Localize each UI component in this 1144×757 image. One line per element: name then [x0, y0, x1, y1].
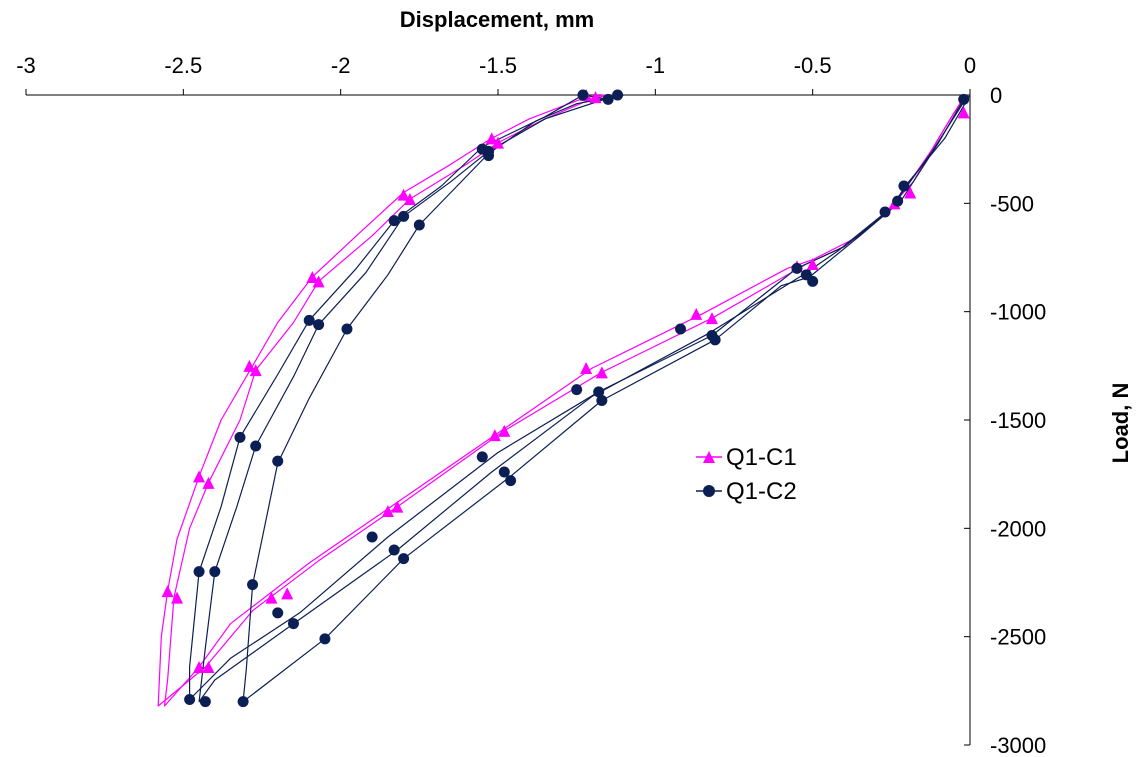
- x-tick-label: -1.5: [479, 53, 517, 78]
- data-point-q1-c1-triangle: [243, 359, 256, 372]
- data-point-q1-c2-circle: [498, 466, 510, 478]
- data-point-q1-c1-triangle: [485, 132, 498, 145]
- data-point-q1-c2-circle: [287, 618, 299, 630]
- data-point-q1-c2-circle: [958, 93, 970, 105]
- data-point-q1-c2-circle: [800, 269, 812, 281]
- y-tick-label: 0: [990, 83, 1002, 108]
- data-point-q1-c2-circle: [398, 553, 410, 565]
- data-point-q1-c1-triangle: [306, 271, 319, 283]
- data-point-q1-c2-circle: [398, 210, 410, 222]
- data-point-q1-c1-triangle: [161, 585, 174, 598]
- data-point-q1-c1-triangle: [488, 429, 501, 442]
- data-point-q1-c2-circle: [388, 215, 400, 227]
- data-point-q1-c2-circle: [388, 544, 400, 556]
- data-point-q1-c1-triangle: [281, 587, 294, 600]
- data-point-q1-c2-circle: [879, 206, 891, 218]
- data-point-q1-c1-triangle: [193, 470, 206, 483]
- data-point-q1-c1-triangle: [391, 500, 404, 513]
- series-line-q1-c1-loop-1: [163, 94, 971, 707]
- series-markers: [161, 89, 970, 708]
- y-tick-label: -1500: [990, 408, 1046, 433]
- y-axis-ticks: 0 -500 -1000 -1500 -2000 -2500 -3000: [964, 83, 1046, 757]
- data-point-q1-c2-circle: [247, 579, 259, 591]
- data-point-q1-c1-triangle: [202, 476, 215, 489]
- x-tick-label: -1: [646, 53, 666, 78]
- data-point-q1-c2-circle: [193, 566, 205, 578]
- series-line-q1-c2-loop-2: [242, 94, 965, 703]
- data-point-q1-c1-triangle: [705, 312, 718, 325]
- data-point-q1-c1-triangle: [904, 186, 917, 199]
- data-point-q1-c1-triangle: [202, 661, 215, 673]
- data-point-q1-c2-circle: [272, 607, 284, 619]
- data-point-q1-c1-triangle: [589, 91, 602, 104]
- data-point-q1-c2-circle: [596, 395, 608, 406]
- data-point-q1-c2-circle: [675, 323, 687, 335]
- data-point-q1-c2-circle: [483, 145, 495, 157]
- legend-circle-marker-icon: [703, 485, 715, 497]
- data-point-q1-c2-circle: [612, 89, 624, 101]
- x-tick-label: -0.5: [794, 53, 832, 78]
- data-point-q1-c1-triangle: [381, 505, 394, 517]
- data-point-q1-c2-circle: [476, 451, 488, 463]
- data-point-q1-c2-circle: [199, 696, 211, 708]
- data-point-q1-c1-triangle: [312, 275, 325, 288]
- data-point-q1-c1-triangle: [193, 661, 206, 673]
- data-point-q1-c1-triangle: [397, 188, 410, 201]
- y-tick-label: -2500: [990, 625, 1046, 650]
- data-point-q1-c1-triangle: [690, 307, 703, 320]
- x-tick-label: -3: [16, 53, 36, 78]
- data-point-q1-c2-circle: [209, 566, 221, 578]
- data-point-q1-c2-circle: [791, 262, 803, 274]
- data-point-q1-c2-circle: [366, 531, 378, 543]
- data-point-q1-c2-circle: [571, 384, 583, 396]
- data-point-q1-c2-circle: [234, 431, 246, 443]
- y-tick-label: -2000: [990, 516, 1046, 541]
- x-tick-label: 0: [964, 53, 976, 78]
- y-tick-label: -500: [990, 191, 1034, 216]
- x-tick-label: -2.5: [164, 53, 202, 78]
- data-point-q1-c2-circle: [250, 440, 262, 452]
- data-point-q1-c2-circle: [505, 475, 517, 487]
- x-axis-ticks: -3 -2.5 -2 -1.5 -1 -0.5 0: [16, 53, 976, 95]
- data-point-q1-c2-circle: [892, 195, 904, 207]
- data-point-q1-c1-triangle: [957, 106, 970, 119]
- x-axis-title: Displacement, mm: [400, 7, 594, 32]
- data-point-q1-c2-circle: [341, 323, 353, 335]
- data-point-q1-c1-triangle: [249, 364, 262, 377]
- data-point-q1-c2-circle: [413, 219, 425, 231]
- data-point-q1-c1-triangle: [498, 424, 511, 437]
- data-point-q1-c2-circle: [577, 89, 589, 101]
- series-line-q1-c2-loop-3: [198, 94, 968, 703]
- data-point-q1-c1-triangle: [265, 591, 278, 604]
- y-axis-title: Load, N: [1108, 383, 1133, 464]
- data-point-q1-c2-circle: [313, 319, 325, 331]
- data-point-q1-c1-triangle: [806, 258, 819, 270]
- x-tick-label: -2: [331, 53, 351, 78]
- data-point-q1-c2-circle: [593, 386, 605, 398]
- data-point-q1-c2-circle: [237, 696, 249, 708]
- data-point-q1-c2-circle: [706, 330, 718, 341]
- data-point-q1-c1-triangle: [492, 136, 504, 149]
- data-point-q1-c2-circle: [319, 633, 331, 645]
- legend-label-q1-c1: Q1-C1: [726, 444, 797, 471]
- data-point-q1-c1-triangle: [595, 366, 608, 379]
- legend-triangle-marker-icon: [703, 451, 715, 463]
- data-point-q1-c2-circle: [303, 314, 315, 326]
- data-point-q1-c2-circle: [898, 180, 910, 192]
- data-point-q1-c2-circle: [272, 455, 284, 467]
- data-point-q1-c1-triangle: [580, 362, 593, 374]
- legend-label-q1-c2: Q1-C2: [726, 478, 797, 505]
- y-tick-label: -3000: [990, 733, 1046, 757]
- data-point-q1-c2-circle: [602, 93, 614, 105]
- legend: Q1-C1 Q1-C2: [696, 444, 797, 505]
- series-line-q1-c2-loop-1: [189, 94, 971, 701]
- data-point-q1-c1-triangle: [403, 193, 416, 205]
- data-point-q1-c2-circle: [184, 694, 196, 705]
- data-point-q1-c1-triangle: [171, 591, 184, 604]
- y-tick-label: -1000: [990, 300, 1046, 325]
